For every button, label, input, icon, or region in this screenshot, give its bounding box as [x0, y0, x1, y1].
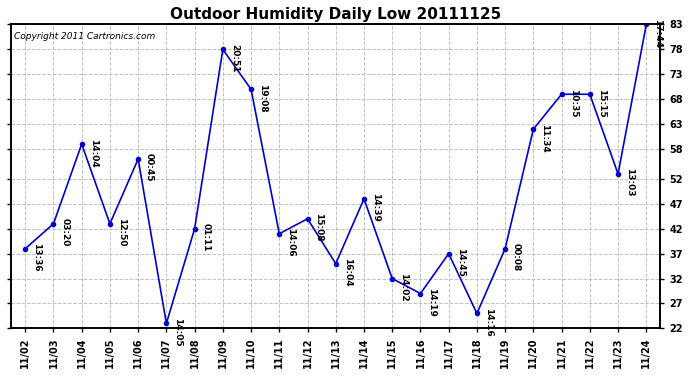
Text: 11:34: 11:34	[540, 124, 549, 152]
Text: 13:36: 13:36	[32, 243, 41, 272]
Text: 00:45: 00:45	[145, 153, 154, 182]
Text: 10:35: 10:35	[569, 89, 578, 117]
Text: 20:51: 20:51	[230, 44, 239, 72]
Text: Copyright 2011 Cartronics.com: Copyright 2011 Cartronics.com	[14, 32, 156, 41]
Text: 15:15: 15:15	[597, 89, 606, 117]
Text: 01:11: 01:11	[201, 223, 210, 252]
Text: 14:16: 14:16	[484, 308, 493, 337]
Text: 14:39: 14:39	[371, 194, 380, 222]
Text: 12:50: 12:50	[117, 218, 126, 247]
Text: 15:08: 15:08	[315, 213, 324, 242]
Text: 19:08: 19:08	[258, 84, 267, 112]
Text: 17:44: 17:44	[653, 19, 662, 48]
Text: 14:04: 14:04	[88, 138, 97, 167]
Text: 14:06: 14:06	[286, 228, 295, 257]
Text: 13:03: 13:03	[625, 168, 634, 197]
Text: 14:19: 14:19	[427, 288, 436, 317]
Text: 16:04: 16:04	[343, 258, 352, 287]
Title: Outdoor Humidity Daily Low 20111125: Outdoor Humidity Daily Low 20111125	[170, 7, 502, 22]
Text: 14:05: 14:05	[173, 318, 182, 346]
Text: 00:08: 00:08	[512, 243, 521, 272]
Text: 03:20: 03:20	[61, 218, 70, 247]
Text: 14:45: 14:45	[455, 248, 464, 277]
Text: 14:02: 14:02	[399, 273, 408, 302]
